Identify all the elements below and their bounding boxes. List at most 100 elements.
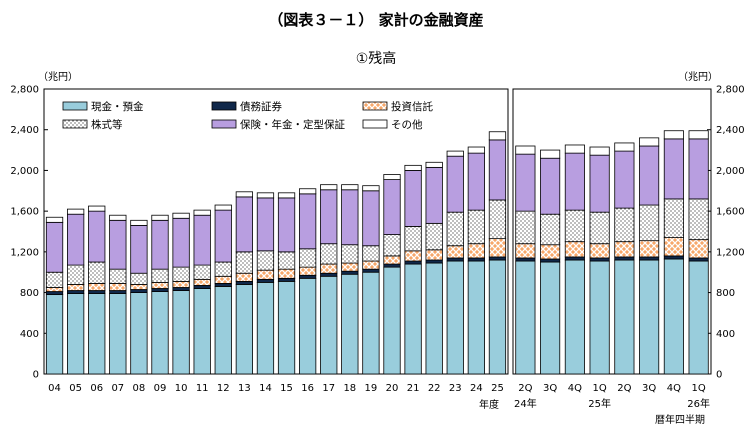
- left-tick-label: 1,600: [10, 207, 39, 218]
- bar-segment-stock: [614, 207, 635, 243]
- bar-segment-trust: [299, 266, 317, 276]
- right-tick-label: 0: [716, 370, 722, 381]
- bar-segment-other: [109, 214, 127, 221]
- bar-segment-other: [362, 185, 380, 192]
- bar-segment-cash: [564, 259, 585, 375]
- bar-segment-stock: [362, 245, 380, 262]
- quarterly-x-tick-label: 2Q: [518, 383, 532, 394]
- quarterly-x-tick-label: 3Q: [642, 383, 656, 394]
- annual-plot-frame: [43, 88, 509, 375]
- bar-segment-debt: [515, 257, 536, 262]
- bar-segment-other: [639, 137, 660, 147]
- bar-segment-stock: [688, 198, 709, 241]
- quarterly-x-tick-label: 4Q: [667, 383, 681, 394]
- bar-segment-insurance: [320, 189, 338, 245]
- bar-segment-insurance: [467, 152, 485, 211]
- bar-segment-other: [235, 191, 253, 198]
- bar-segment-other: [299, 188, 317, 195]
- bar-segment-other: [404, 164, 422, 171]
- bar-segment-stock: [320, 243, 338, 265]
- bar-segment-debt: [130, 289, 148, 293]
- legend-swatch-trust: [362, 101, 388, 111]
- bar-segment-other: [277, 192, 296, 199]
- bar-segment-insurance: [214, 209, 232, 263]
- bar-segment-cash: [589, 260, 610, 375]
- bar-segment-trust: [383, 255, 401, 265]
- bar-segment-stock: [446, 211, 464, 247]
- bar-segment-stock: [425, 222, 443, 251]
- legend-label-debt: 債務証券: [240, 100, 282, 113]
- bar-segment-insurance: [299, 193, 317, 250]
- bar-segment-stock: [564, 209, 585, 243]
- legend-label-cash: 現金・預金: [91, 100, 144, 113]
- left-axis-unit: （兆円）: [38, 71, 78, 83]
- bar-segment-cash: [320, 275, 338, 375]
- legend-swatch-other: [362, 119, 388, 129]
- bar-segment-other: [151, 214, 169, 221]
- bar-segment-insurance: [564, 152, 585, 211]
- annual-x-tick-label: 19: [365, 383, 378, 394]
- quarterly-year-label: 26年: [687, 397, 710, 410]
- bar-segment-cash: [488, 259, 507, 375]
- bar-segment-other: [130, 219, 148, 226]
- bar-segment-other: [663, 130, 684, 140]
- annual-x-tick-label: 08: [133, 383, 146, 394]
- bar-segment-insurance: [362, 190, 380, 247]
- bar-segment-cash: [614, 259, 635, 375]
- bar-segment-other: [383, 174, 401, 180]
- bar-segment-stock: [172, 266, 190, 282]
- legend-label-insurance: 保険・年金・定型保証: [240, 118, 345, 131]
- annual-x-tick-label: 05: [69, 383, 82, 394]
- bar-segment-insurance: [130, 224, 148, 274]
- bar-segment-debt: [88, 290, 106, 294]
- bar-segment-other: [488, 131, 507, 141]
- bar-segment-stock: [193, 264, 211, 280]
- bar-segment-stock: [256, 250, 275, 271]
- bar-segment-insurance: [663, 138, 684, 200]
- quarterly-x-tick-label: 2Q: [617, 383, 631, 394]
- annual-x-tick-label: 20: [386, 383, 399, 394]
- bar-segment-cash: [639, 259, 660, 375]
- bar-segment-debt: [663, 255, 684, 260]
- bar-segment-debt: [639, 256, 660, 261]
- bar-segment-other: [540, 149, 561, 159]
- bar-segment-debt: [235, 280, 253, 285]
- bar-segment-cash: [515, 260, 536, 375]
- bar-segment-stock: [488, 199, 507, 240]
- bar-segment-debt: [564, 256, 585, 261]
- bar-segment-insurance: [256, 197, 275, 252]
- bar-segment-debt: [404, 260, 422, 265]
- bar-segment-cash: [277, 280, 296, 375]
- right-tick-label: 800: [716, 288, 735, 299]
- bar-segment-trust: [446, 245, 464, 259]
- bar-segment-stock: [277, 251, 296, 270]
- bar-segment-cash: [130, 292, 148, 375]
- bar-segment-cash: [109, 293, 127, 375]
- annual-x-tick-label: 14: [259, 383, 272, 394]
- annual-x-tick-label: 17: [322, 383, 335, 394]
- bar-segment-cash: [299, 277, 317, 375]
- annual-bars: [45, 131, 507, 375]
- bar-segment-insurance: [235, 196, 253, 253]
- bar-segment-stock: [130, 272, 148, 285]
- annual-x-axis: 04 05 06 07 08 09 10 11 12 13 14 15 16 17 18 19 20 21 22 23…: [48, 383, 504, 394]
- legend-swatch-debt: [211, 101, 237, 111]
- bar-segment-insurance: [404, 170, 422, 227]
- bar-segment-other: [45, 216, 64, 223]
- bar-segment-trust: [614, 241, 635, 258]
- bar-segment-trust: [488, 238, 507, 258]
- left-tick-label: 2,800: [10, 85, 39, 96]
- left-tick-label: 2,000: [10, 166, 39, 177]
- bar-segment-other: [67, 208, 85, 215]
- bar-segment-other: [467, 146, 485, 154]
- bar-segment-trust: [130, 284, 148, 290]
- quarterly-x-tick-label: 4Q: [568, 383, 582, 394]
- bar-segment-cash: [256, 281, 275, 375]
- bar-segment-debt: [362, 268, 380, 273]
- bar-segment-cash: [67, 293, 85, 375]
- bar-segment-insurance: [193, 214, 211, 266]
- left-tick-label: 2,400: [10, 125, 39, 136]
- bar-segment-trust: [277, 268, 296, 279]
